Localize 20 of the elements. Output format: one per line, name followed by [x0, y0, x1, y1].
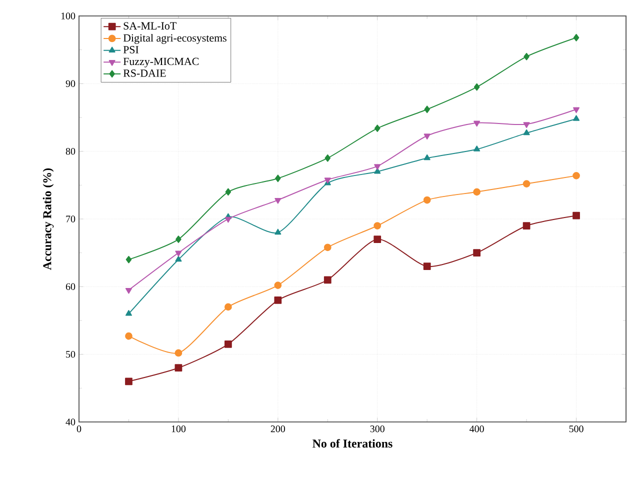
x-tick-label: 100	[172, 426, 186, 432]
y-tick-label: 70	[66, 216, 76, 222]
y-axis-title: Accuracy Ratio (%)	[42, 168, 54, 270]
x-tick-label: 200	[270, 426, 286, 432]
x-tick-label: 300	[370, 426, 384, 432]
legend-label: SA-ML-IoT	[124, 22, 176, 30]
legend-label: Digital agri-ecosystems	[123, 34, 226, 44]
legend-label: RS-DAIE	[123, 70, 166, 77]
x-axis-title: No of Iterations	[312, 439, 392, 448]
y-tick-label: 50	[66, 350, 76, 358]
y-tick-label: 90	[66, 80, 76, 88]
x-tick-label: 500	[569, 426, 584, 432]
y-tick-label: 60	[66, 283, 76, 290]
y-tick-label: 40	[66, 418, 76, 426]
x-tick-label: 400	[470, 426, 484, 432]
y-tick-label: 80	[66, 148, 76, 155]
legend-label: Fuzzy-MICMAC	[123, 58, 199, 68]
x-tick-label: 0	[76, 426, 82, 432]
legend-label: PSI	[123, 46, 139, 54]
y-tick-label: 100	[61, 12, 76, 20]
